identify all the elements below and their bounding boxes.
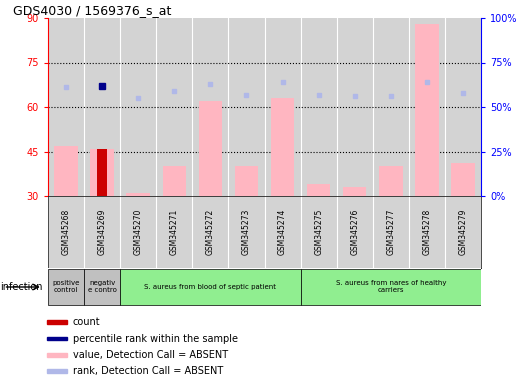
Bar xyxy=(199,101,222,196)
Bar xyxy=(127,193,150,196)
Text: GSM345270: GSM345270 xyxy=(134,209,143,255)
Text: GSM345277: GSM345277 xyxy=(386,209,395,255)
Text: GDS4030 / 1569376_s_at: GDS4030 / 1569376_s_at xyxy=(14,4,172,17)
Text: GSM345273: GSM345273 xyxy=(242,209,251,255)
Bar xyxy=(47,337,67,341)
Bar xyxy=(235,166,258,196)
Bar xyxy=(301,269,481,305)
Bar xyxy=(307,184,331,196)
Text: percentile rank within the sample: percentile rank within the sample xyxy=(73,334,238,344)
Text: GSM345271: GSM345271 xyxy=(170,209,179,255)
Text: S. aureus from blood of septic patient: S. aureus from blood of septic patient xyxy=(144,284,276,290)
Text: positive
control: positive control xyxy=(52,280,79,293)
Text: GSM345275: GSM345275 xyxy=(314,209,323,255)
Text: GSM345269: GSM345269 xyxy=(98,209,107,255)
Bar xyxy=(97,149,107,196)
Text: GSM345278: GSM345278 xyxy=(423,209,431,255)
Text: GSM345276: GSM345276 xyxy=(350,209,359,255)
Bar xyxy=(271,98,294,196)
Text: infection: infection xyxy=(1,282,43,292)
Text: count: count xyxy=(73,317,100,327)
Bar xyxy=(90,149,114,196)
Text: GSM345272: GSM345272 xyxy=(206,209,215,255)
Bar xyxy=(379,166,403,196)
Bar xyxy=(343,187,367,196)
Bar xyxy=(120,269,301,305)
Text: negativ
e contro: negativ e contro xyxy=(88,280,117,293)
Bar xyxy=(84,269,120,305)
Text: GSM345274: GSM345274 xyxy=(278,209,287,255)
Text: GSM345268: GSM345268 xyxy=(62,209,71,255)
Bar xyxy=(163,166,186,196)
Text: S. aureus from nares of healthy
carriers: S. aureus from nares of healthy carriers xyxy=(336,280,446,293)
Text: rank, Detection Call = ABSENT: rank, Detection Call = ABSENT xyxy=(73,366,223,376)
Bar xyxy=(47,369,67,373)
Bar xyxy=(415,24,439,196)
Text: GSM345279: GSM345279 xyxy=(459,209,468,255)
Bar xyxy=(48,269,84,305)
Bar xyxy=(47,353,67,357)
Bar xyxy=(54,146,78,196)
Bar xyxy=(47,320,67,324)
Bar xyxy=(451,163,475,196)
Text: value, Detection Call = ABSENT: value, Detection Call = ABSENT xyxy=(73,350,228,360)
